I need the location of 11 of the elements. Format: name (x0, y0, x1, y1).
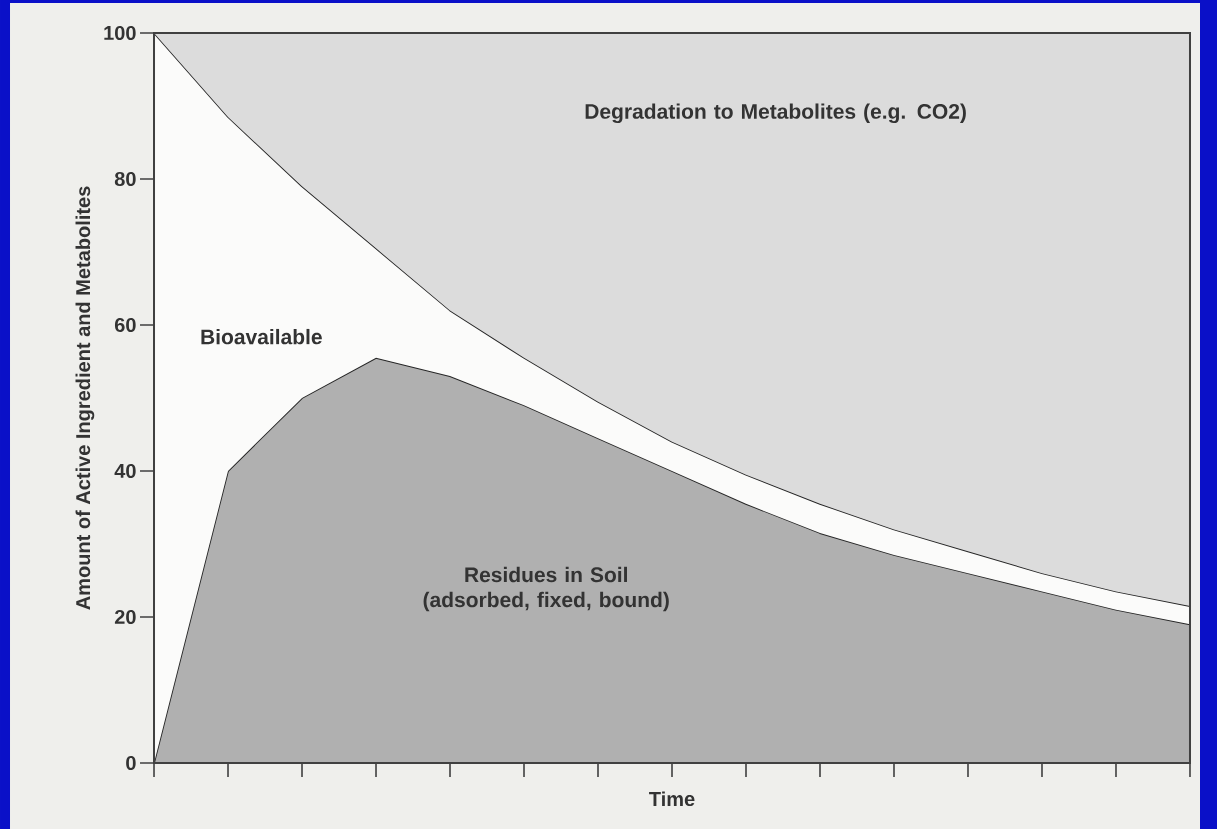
y-tick-label: 80 (114, 171, 136, 187)
y-tick-label: 0 (126, 755, 136, 771)
y-tick-label: 20 (114, 609, 136, 625)
y-tick-label: 40 (114, 463, 136, 479)
series-label: Degradation to Metabolites (e.g. CO2) (585, 103, 966, 124)
series-label: Bioavailable (201, 328, 322, 345)
y-tick-label: 100 (104, 25, 136, 41)
y-axis-title: Amount of Active Ingredient and Metabolites (75, 186, 95, 610)
series-label: Residues in Soil (adsorbed, fixed, bound) (423, 566, 669, 612)
y-tick-label: 60 (114, 317, 136, 333)
x-axis-title: Time (649, 791, 695, 807)
